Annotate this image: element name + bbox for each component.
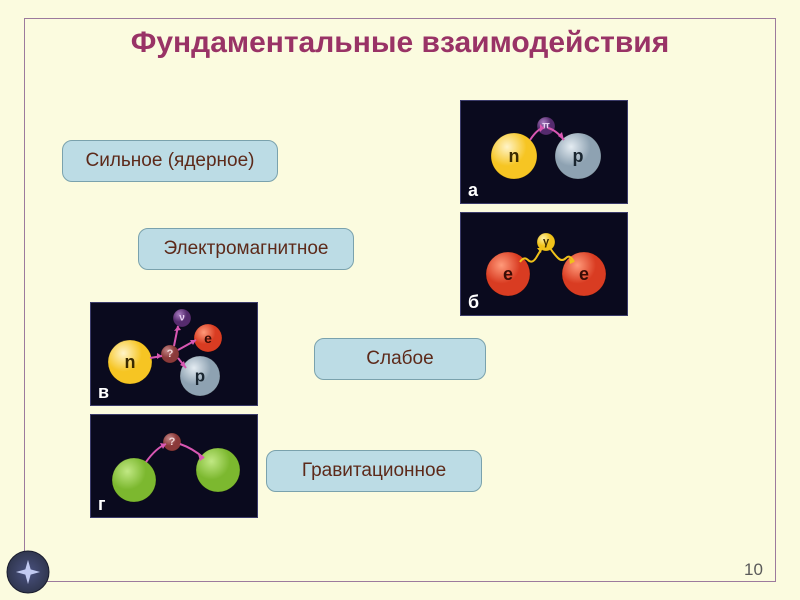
logo-svg [6,550,50,594]
svg-text:ν: ν [179,313,185,324]
figure-a: n p π а [460,100,628,204]
label-em: Электромагнитное [138,228,354,270]
svg-text:e: e [579,264,589,284]
page-number: 10 [744,560,763,580]
svg-text:γ: γ [543,236,550,248]
svg-text:n: n [509,146,520,166]
svg-text:e: e [503,264,513,284]
svg-text:г: г [98,494,106,514]
svg-text:б: б [468,292,479,312]
svg-text:а: а [468,180,479,200]
figure-d: ?г [90,414,258,518]
label-strong: Сильное (ядерное) [62,140,278,182]
figure-d-svg: ?г [90,414,258,518]
svg-text:в: в [98,382,109,402]
logo-icon [6,550,50,599]
figure-b: e e γ б [460,212,628,316]
svg-text:π: π [542,121,550,132]
figure-c: n p e ν? в [90,302,258,406]
figure-a-svg: n p π а [460,100,628,204]
svg-text:?: ? [167,348,174,360]
svg-text:?: ? [169,436,176,448]
slide-title: Фундаментальные взаимодействия [80,26,720,66]
svg-text:p: p [195,367,205,386]
svg-text:e: e [204,330,212,346]
label-weak: Слабое [314,338,486,380]
label-gravity: Гравитационное [266,450,482,492]
figure-c-svg: n p e ν? в [90,302,258,406]
svg-text:n: n [125,352,136,372]
figure-b-svg: e e γ б [460,212,628,316]
svg-text:p: p [573,146,584,166]
